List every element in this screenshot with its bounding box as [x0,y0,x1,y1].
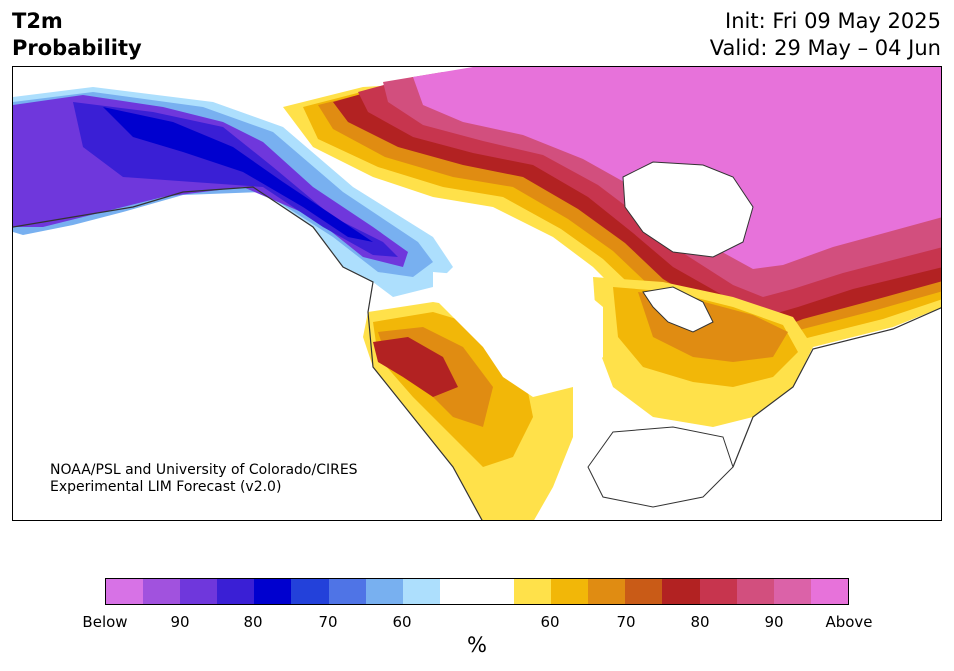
colorbar-swatch [402,579,440,604]
colorbar-tick-label: Above [825,613,873,631]
near-normal-central [433,272,603,397]
below-normal-strong [103,107,373,242]
colorbar-swatch [439,579,477,604]
colorbar-swatch [514,579,552,604]
colorbar-tick-label: 80 [690,613,710,631]
credit-text: NOAA/PSL and University of Colorado/CIRE… [50,462,358,496]
colorbar-tick-label: 60 [540,613,560,631]
colorbar-tick-label: 80 [243,613,263,631]
colorbar-swatch [736,579,774,604]
map-canvas [13,67,941,520]
colorbar-swatch [588,579,626,604]
colorbar-swatch [662,579,700,604]
credit-line-2: Experimental LIM Forecast (v2.0) [50,479,282,495]
colorbar-unit: % [467,633,487,657]
colorbar-tick-label: 60 [392,613,412,631]
title-variable: T2m [12,9,63,33]
forecast-map: NOAA/PSL and University of Colorado/CIRE… [12,66,942,521]
colorbar-swatch [217,579,255,604]
valid-range: Valid: 29 May – 04 Jun [709,36,941,60]
colorbar-swatch [106,579,144,604]
east-coastline [732,307,941,468]
credit-line-1: NOAA/PSL and University of Colorado/CIRE… [50,462,358,478]
colorbar-swatch [699,579,737,604]
colorbar-tick-label: 70 [616,613,636,631]
colorbar-swatch [180,579,218,604]
colorbar-swatch [810,579,848,604]
colorbar-tick-label: 70 [318,613,338,631]
colorbar-swatch [625,579,663,604]
colorbar-tick-label: 90 [764,613,784,631]
coastline [13,186,483,520]
above-normal-red-sw [373,337,458,397]
colorbar-swatch [254,579,292,604]
colorbar-swatch [365,579,403,604]
forecast-dates: Init: Fri 09 May 2025 Valid: 29 May – 04… [710,8,941,62]
init-date: Init: Fri 09 May 2025 [725,9,941,33]
colorbar [105,578,849,605]
colorbar-swatch [773,579,811,604]
hudson-bay [622,161,754,258]
colorbar-swatch [328,579,366,604]
chart-title: T2m Probability [12,8,142,62]
colorbar-swatch [551,579,589,604]
colorbar-swatch [143,579,181,604]
title-product: Probability [12,36,142,60]
gulf-of-mexico [587,426,734,508]
colorbar-tick-label: 90 [170,613,190,631]
colorbar-swatch [291,579,329,604]
colorbar-tick-label: Below [82,613,128,631]
great-lakes [642,286,714,333]
colorbar-tick-labels: Below 90 80 70 60 60 70 80 90 Above [0,613,954,633]
colorbar-swatch [476,579,515,604]
